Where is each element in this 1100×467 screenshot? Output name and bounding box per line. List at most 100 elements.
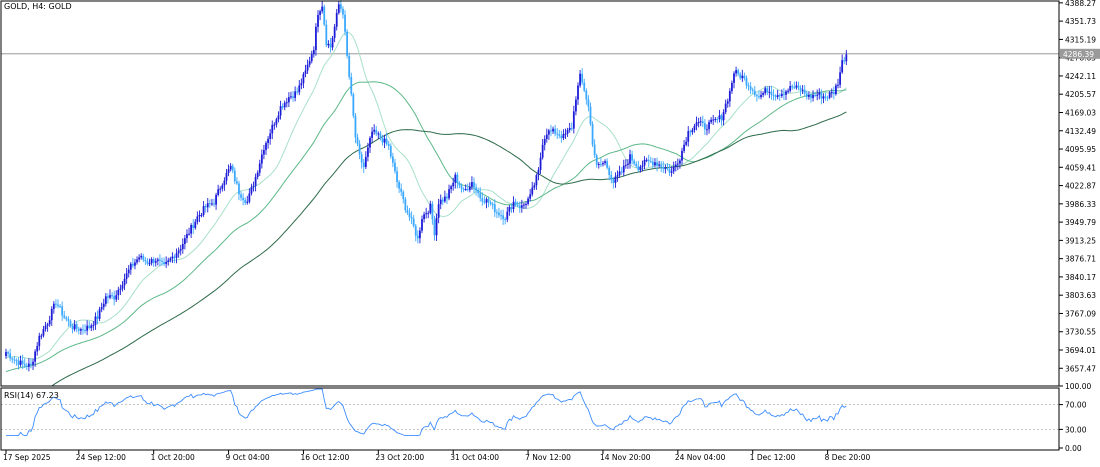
candle-body — [102, 303, 105, 308]
candle-body — [768, 91, 771, 93]
candle-body — [772, 94, 775, 96]
candle-body — [177, 250, 180, 254]
candle-body — [739, 73, 742, 79]
candle-body — [689, 131, 692, 133]
candle-body — [123, 278, 126, 286]
candle-body — [206, 203, 209, 208]
candle-body — [171, 256, 174, 259]
candle-body — [785, 91, 787, 95]
candle-body — [473, 182, 475, 188]
candle-body — [589, 106, 592, 125]
candle-body — [443, 196, 446, 202]
candle-body — [389, 145, 392, 157]
candle-body — [681, 150, 683, 161]
candle-body — [379, 133, 382, 138]
candle-body — [25, 365, 28, 367]
time-tick-label: 24 Sep 12:00 — [76, 453, 126, 462]
candle-body — [514, 201, 517, 205]
candle-body — [129, 263, 132, 270]
candle-body — [543, 139, 546, 145]
candle-body — [712, 119, 715, 121]
candle-body — [111, 295, 113, 297]
candle-body — [421, 219, 423, 231]
candle-body — [431, 203, 434, 220]
candle-body — [279, 106, 282, 116]
candle-body — [156, 259, 159, 262]
time-tick-label: 23 Oct 20:00 — [375, 453, 424, 462]
price-tick-label: 3803.63 — [1065, 291, 1096, 300]
candle-body — [223, 180, 226, 186]
candle-body — [329, 43, 332, 48]
candle-body — [783, 93, 785, 95]
candle-body — [587, 99, 590, 107]
candle-body — [327, 43, 330, 46]
candle-body — [529, 194, 532, 199]
candle-body — [140, 255, 143, 258]
candle-body — [793, 87, 796, 89]
candle-body — [86, 325, 89, 331]
candle-body — [394, 162, 396, 172]
candle-body — [5, 352, 7, 357]
candle-body — [63, 315, 66, 318]
candle-body — [196, 216, 199, 222]
candle-body — [541, 144, 544, 158]
candle-body — [466, 189, 469, 191]
candle-body — [520, 205, 523, 208]
candle-body — [441, 199, 444, 202]
candle-body — [701, 121, 704, 124]
candle-body — [292, 96, 294, 98]
candle-body — [319, 11, 321, 15]
candle-body — [181, 243, 184, 249]
candle-body — [73, 324, 76, 330]
current-price-label: 4286.39 — [1063, 50, 1094, 59]
price-tick-label: 3767.09 — [1065, 309, 1096, 318]
candle-body — [575, 99, 577, 112]
candle-body — [138, 257, 141, 260]
candle-body — [252, 185, 255, 188]
price-tick-label: 4169.03 — [1065, 108, 1096, 117]
candle-body — [572, 111, 575, 129]
candle-body — [485, 199, 488, 203]
candle-body — [556, 133, 559, 135]
time-tick-label: 8 Dec 20:00 — [825, 453, 871, 462]
candle-body — [720, 115, 723, 121]
candle-body — [510, 207, 513, 210]
candle-body — [50, 308, 53, 321]
candle-body — [115, 295, 118, 300]
candle-body — [84, 330, 86, 332]
candle-body — [668, 169, 671, 173]
candle-body — [298, 85, 301, 93]
candle-body — [755, 95, 758, 97]
candle-body — [606, 161, 609, 168]
candle-body — [435, 217, 438, 236]
candle-body — [500, 215, 502, 217]
candle-body — [820, 92, 823, 99]
candle-body — [163, 261, 165, 265]
candle-body — [107, 296, 109, 298]
candle-body — [666, 168, 669, 170]
candle-body — [381, 137, 384, 143]
candle-body — [423, 214, 425, 220]
candle-body — [46, 324, 49, 326]
candle-body — [211, 203, 213, 205]
candle-body — [674, 164, 677, 168]
candle-body — [552, 128, 554, 132]
candle-body — [687, 131, 690, 142]
time-tick-label: 24 Nov 04:00 — [675, 453, 726, 462]
candle-body — [745, 78, 748, 86]
candle-body — [670, 171, 673, 173]
candle-body — [213, 203, 215, 205]
candle-body — [839, 72, 841, 85]
candle-body — [506, 211, 509, 220]
candle-body — [94, 316, 97, 325]
candle-body — [649, 161, 652, 163]
candle-body — [248, 193, 251, 202]
candle-body — [360, 154, 363, 163]
candle-body — [271, 124, 274, 134]
candle-body — [416, 235, 419, 239]
candle-body — [460, 185, 463, 189]
candle-body — [48, 320, 51, 325]
candle-body — [737, 70, 740, 74]
